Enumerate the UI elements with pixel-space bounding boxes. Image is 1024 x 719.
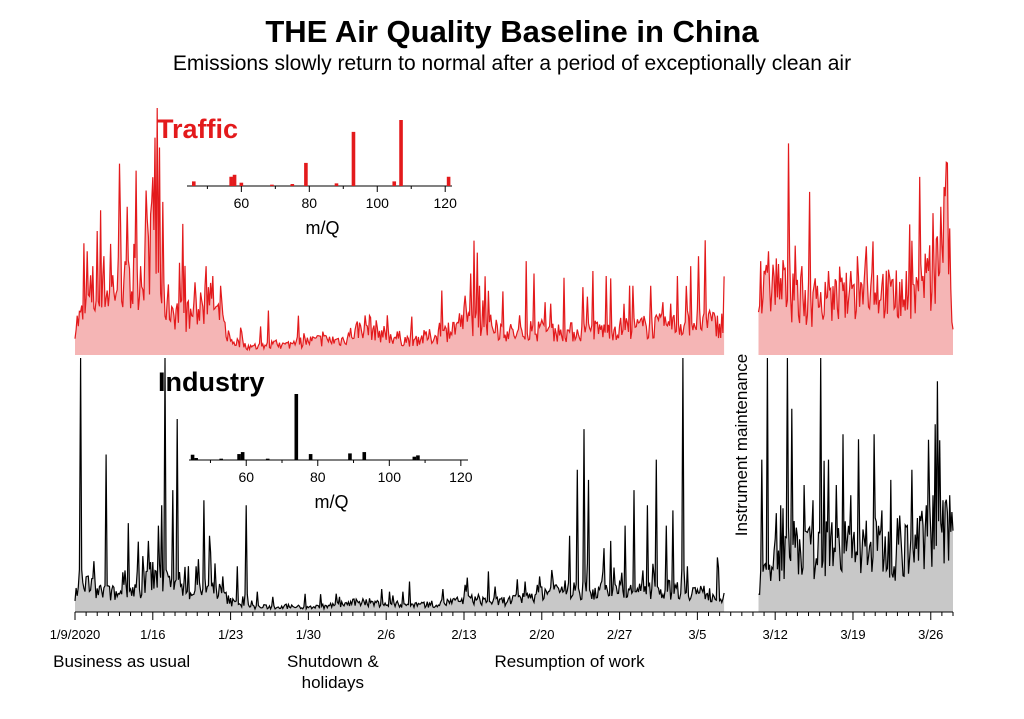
traffic-inset-bar — [191, 181, 196, 186]
industry-inset-bar — [190, 454, 195, 460]
period-label-3: Resumption of work — [494, 652, 645, 671]
x-tick-label: 1/30 — [296, 627, 321, 642]
industry-label: Industry — [158, 367, 265, 397]
industry-inset-bar — [308, 454, 313, 460]
traffic-inset-bar — [392, 181, 397, 186]
industry-inset-bar — [237, 454, 241, 460]
industry-inset-bar — [194, 458, 198, 460]
industry-inset-bar — [240, 452, 245, 460]
chart-subtitle: Emissions slowly return to normal after … — [172, 52, 852, 75]
x-tick-label: 2/27 — [607, 627, 632, 642]
industry-inset-tick-label: 60 — [238, 469, 254, 485]
traffic-inset-tick-label: 60 — [234, 195, 250, 211]
traffic-label: Traffic — [157, 114, 238, 144]
x-tick-label: 3/26 — [918, 627, 943, 642]
traffic-inset-bar — [304, 162, 308, 186]
traffic-inset-bar — [229, 176, 233, 186]
traffic-area-fill-1 — [75, 108, 725, 355]
traffic-inset-bar — [232, 174, 237, 186]
x-tick-label: 2/13 — [451, 627, 476, 642]
industry-inset-bar — [219, 458, 223, 460]
chart-title: THE Air Quality Baseline in China — [265, 14, 759, 49]
traffic-inset-bar — [239, 182, 244, 186]
period-label-2: Shutdown & — [287, 652, 379, 671]
industry-inset-bar — [348, 453, 352, 460]
traffic-line-1 — [74, 107, 725, 352]
industry-inset-bar — [416, 455, 420, 460]
traffic-inset-tick-label: 120 — [434, 195, 458, 211]
industry-inset-tick-label: 120 — [449, 469, 473, 485]
x-tick-label: 3/12 — [763, 627, 788, 642]
instrument-maintenance-label: Instrument maintenance — [732, 354, 751, 536]
industry-line-1 — [74, 357, 725, 612]
period-label-1: Business as usual — [53, 652, 190, 671]
industry-inset-bar — [412, 456, 417, 460]
x-axis: 1/9/2020 1/16 1/23 1/30 2/6 2/13 2/20 2/27 3/5 3/… — [50, 612, 954, 642]
traffic-inset-spectrum: 60 80 100 120 m/Q — [187, 120, 457, 238]
traffic-line-2 — [757, 143, 954, 330]
traffic-inset-bar — [351, 131, 356, 186]
x-tick-label: 2/6 — [377, 627, 395, 642]
period-label-2: holidays — [302, 673, 364, 692]
industry-inset-bar — [362, 452, 367, 460]
traffic-inset-bar — [270, 184, 274, 186]
industry-inset-spectrum: 60 80 100 120 m/Q — [189, 394, 473, 512]
traffic-inset-tick-label: 100 — [366, 195, 390, 211]
traffic-area-fill-2 — [758, 143, 953, 355]
industry-inset-tick-label: 80 — [310, 469, 326, 485]
industry-line-2 — [758, 357, 954, 596]
period-labels: Business as usual Shutdown & holidays Resum… — [53, 652, 645, 692]
traffic-inset-bar — [399, 120, 403, 186]
traffic-inset-bar — [290, 184, 295, 186]
traffic-inset-bar — [446, 176, 451, 186]
x-tick-label: 3/19 — [840, 627, 865, 642]
industry-inset-xlabel: m/Q — [315, 492, 349, 512]
industry-inset-bar — [265, 458, 270, 460]
x-tick-label: 3/5 — [688, 627, 706, 642]
traffic-inset-tick-label: 80 — [302, 195, 318, 211]
x-tick-label: 1/9/2020 — [50, 627, 101, 642]
industry-series — [74, 357, 954, 612]
traffic-inset-bar — [334, 183, 339, 186]
x-tick-label: 1/16 — [140, 627, 165, 642]
x-tick-label: 1/23 — [218, 627, 243, 642]
industry-area-fill-2 — [758, 358, 953, 612]
industry-inset-tick-label: 100 — [378, 469, 402, 485]
industry-inset-bar — [294, 394, 299, 460]
traffic-inset-xlabel: m/Q — [306, 218, 340, 238]
traffic-series — [74, 107, 954, 355]
x-tick-label: 2/20 — [529, 627, 554, 642]
